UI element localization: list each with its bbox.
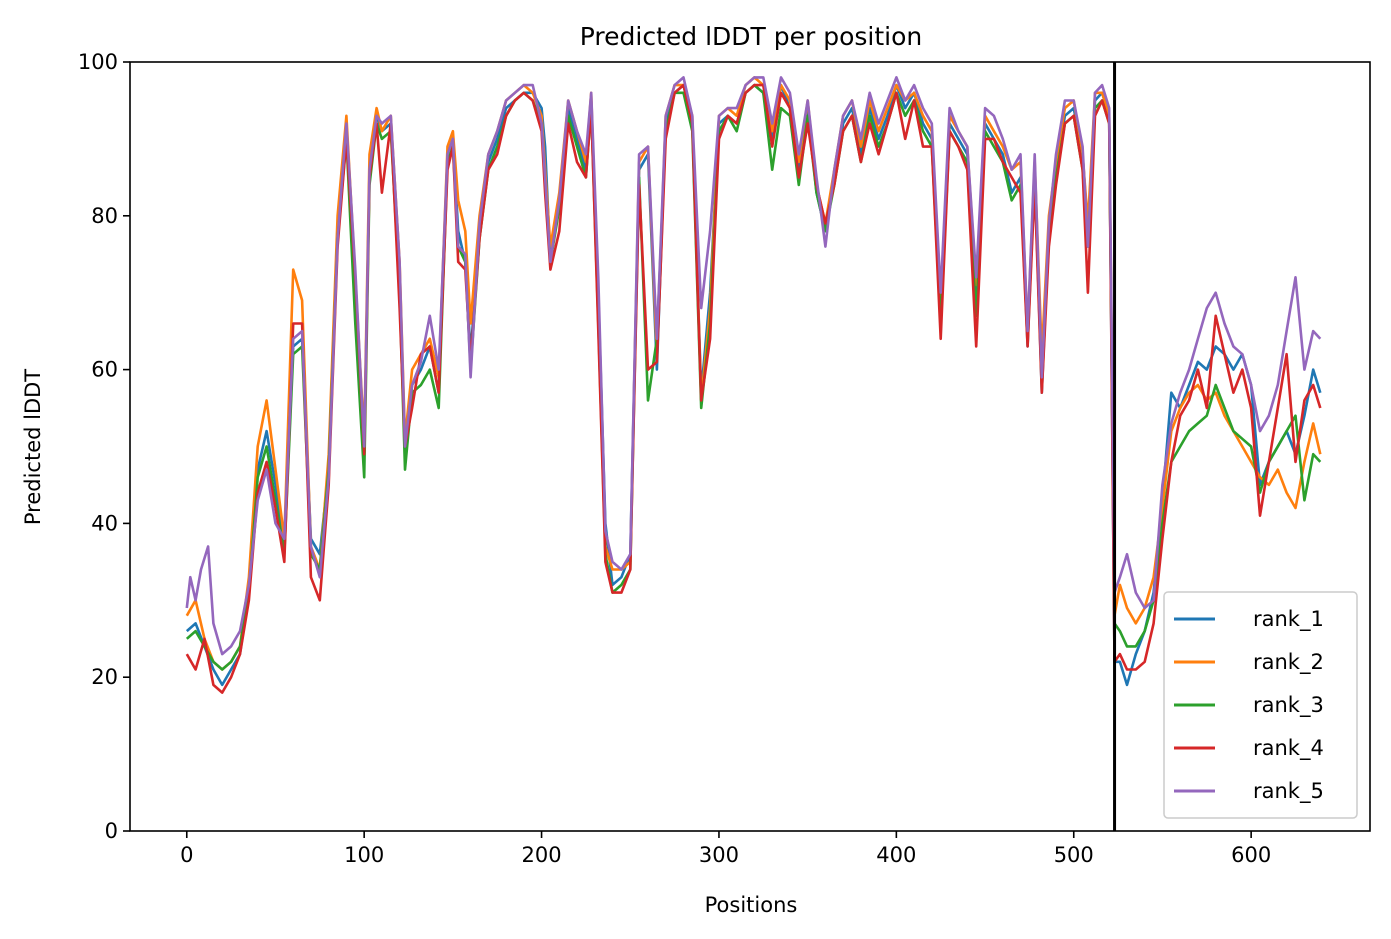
series-line-rank_5 bbox=[185, 76, 1322, 656]
y-tick-label: 40 bbox=[91, 511, 118, 535]
legend-label-rank_4: rank_4 bbox=[1253, 736, 1324, 761]
legend-label-rank_1: rank_1 bbox=[1253, 607, 1324, 632]
series-layer bbox=[185, 76, 1322, 694]
chart-title: Predicted lDDT per position bbox=[580, 22, 922, 51]
legend-frame bbox=[1163, 591, 1358, 819]
plot-area-frame bbox=[129, 61, 1371, 832]
y-axis-title: Predicted lDDT bbox=[21, 369, 45, 525]
legend-label-rank_2: rank_2 bbox=[1253, 650, 1324, 675]
series-line-rank_2 bbox=[185, 76, 1322, 671]
x-tick-label: 0 bbox=[180, 843, 193, 867]
y-tick-label: 0 bbox=[105, 819, 118, 843]
x-tick-label: 500 bbox=[1054, 843, 1094, 867]
x-tick-label: 400 bbox=[876, 843, 916, 867]
y-tick-label: 60 bbox=[91, 358, 118, 382]
legend: rank_1 rank_2 rank_3 rank_4 rank_5 bbox=[1163, 591, 1358, 819]
legend-label-rank_3: rank_3 bbox=[1253, 693, 1324, 718]
y-tick-label: 20 bbox=[91, 665, 118, 689]
y-axis: 0 20 40 60 80 100 bbox=[78, 50, 130, 843]
legend-label-rank_5: rank_5 bbox=[1253, 779, 1324, 804]
series-line-rank_4 bbox=[185, 83, 1322, 694]
x-axis-title: Positions bbox=[705, 893, 798, 917]
series-line-rank_1 bbox=[185, 83, 1322, 687]
x-tick-label: 600 bbox=[1231, 843, 1271, 867]
x-tick-label: 300 bbox=[699, 843, 739, 867]
y-tick-label: 80 bbox=[91, 204, 118, 228]
x-tick-label: 200 bbox=[522, 843, 562, 867]
x-tick-label: 100 bbox=[344, 843, 384, 867]
series-line-rank_3 bbox=[185, 83, 1322, 671]
y-tick-label: 100 bbox=[78, 50, 118, 74]
x-axis: 0 100 200 300 400 500 600 bbox=[180, 831, 1271, 867]
